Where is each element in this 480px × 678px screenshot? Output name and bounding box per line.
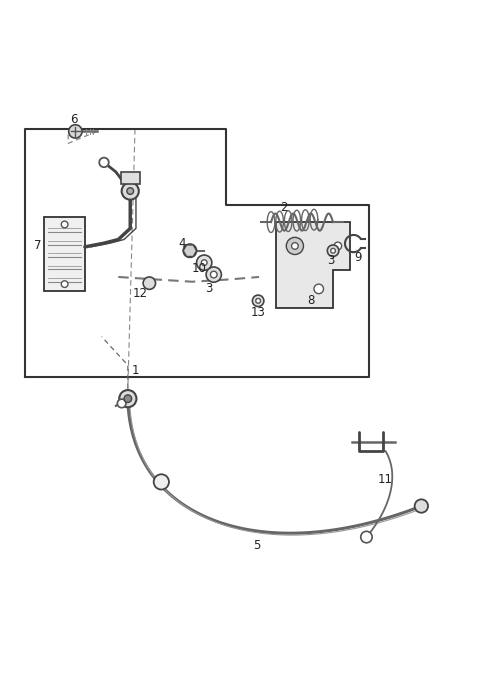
Circle shape xyxy=(61,221,68,228)
Circle shape xyxy=(210,271,217,278)
Circle shape xyxy=(183,244,197,258)
Text: 12: 12 xyxy=(132,287,147,300)
Circle shape xyxy=(143,277,156,290)
Circle shape xyxy=(121,182,139,199)
Text: 3: 3 xyxy=(205,283,213,296)
Polygon shape xyxy=(183,245,197,256)
Text: 3: 3 xyxy=(327,254,335,266)
Polygon shape xyxy=(276,222,350,308)
Text: 13: 13 xyxy=(251,306,265,319)
Text: 6: 6 xyxy=(70,113,78,126)
Circle shape xyxy=(69,125,82,138)
Circle shape xyxy=(197,255,212,271)
Circle shape xyxy=(201,260,207,266)
Circle shape xyxy=(256,298,261,303)
Text: 10: 10 xyxy=(192,262,207,275)
Circle shape xyxy=(154,475,169,490)
Circle shape xyxy=(117,399,126,407)
Text: 11: 11 xyxy=(378,473,393,486)
Circle shape xyxy=(415,499,428,513)
Circle shape xyxy=(206,267,221,282)
Circle shape xyxy=(252,295,264,306)
Circle shape xyxy=(99,158,109,167)
Circle shape xyxy=(331,248,336,253)
Circle shape xyxy=(286,237,303,254)
Text: 4: 4 xyxy=(178,237,186,250)
Text: 8: 8 xyxy=(307,294,314,307)
Circle shape xyxy=(291,243,298,250)
Text: 9: 9 xyxy=(355,252,362,264)
Circle shape xyxy=(314,284,324,294)
Text: 1: 1 xyxy=(131,363,139,376)
Circle shape xyxy=(124,395,132,403)
Circle shape xyxy=(119,390,136,407)
Circle shape xyxy=(127,188,133,195)
Circle shape xyxy=(361,532,372,543)
Text: 2: 2 xyxy=(280,201,288,214)
Circle shape xyxy=(61,281,68,287)
Bar xyxy=(44,218,85,292)
Circle shape xyxy=(327,245,339,256)
Text: 5: 5 xyxy=(253,538,260,552)
Circle shape xyxy=(334,242,342,250)
Bar xyxy=(120,172,140,184)
Text: 7: 7 xyxy=(35,239,42,252)
